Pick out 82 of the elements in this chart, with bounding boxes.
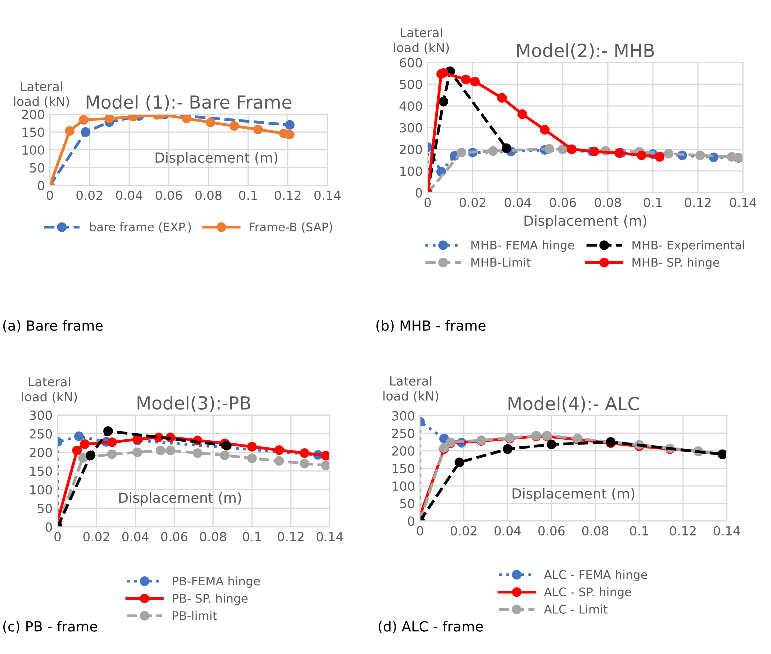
x-tick-label: 0.1	[239, 190, 258, 200]
y-tick-label: 300	[400, 123, 422, 133]
x-tick-label: 0.1	[243, 532, 262, 542]
y-tick-label: 400	[400, 102, 422, 112]
x-tick-label: 0.14	[730, 198, 756, 208]
y-tick-label: 250	[392, 428, 415, 438]
x-tick-label: 0.12	[278, 532, 304, 542]
x-tick-label: 0.04	[116, 190, 143, 200]
y-tick-label: 500	[400, 80, 422, 90]
x-tick-label: 0.12	[670, 526, 696, 536]
x-tick-label: 0.08	[582, 526, 609, 536]
y-tick-label: 300	[392, 411, 415, 421]
y-tick-label: 50	[38, 504, 52, 514]
x-tick-label: 0.1	[630, 526, 648, 536]
y-tick-label: 50	[400, 499, 415, 509]
legend-label: PB- SP. hinge	[173, 594, 248, 606]
legend-label: PB-limit	[173, 611, 218, 620]
legend-label: ALC - FEMA hinge	[544, 570, 648, 582]
y-tick-label: 150	[392, 464, 415, 474]
y-tick-label: 50	[30, 163, 44, 173]
y-tick-label: 250	[30, 429, 52, 439]
x-tick-label: 0.02	[450, 526, 477, 536]
legend-label: MHB- SP. hinge	[632, 258, 720, 270]
y-tick-label: 600	[400, 58, 422, 68]
x-axis-title: Displacement (m)	[524, 215, 647, 229]
x-tick-label: 0.02	[84, 532, 110, 542]
legend-label: bare frame (EXP.)	[90, 222, 192, 234]
x-tick-label: 0.04	[494, 526, 522, 536]
y-tick-label: 200	[22, 110, 44, 120]
legend-label: Frame-B (SAP)	[250, 222, 332, 234]
y-axis-title: Lateral load (kN)	[22, 377, 78, 404]
x-tick-label: 0.06	[161, 532, 188, 542]
y-tick-label: 100	[22, 146, 44, 156]
x-tick-label: 0.02	[76, 190, 102, 200]
y-tick-label: 200	[400, 145, 422, 154]
legend-label: MHB-Limit	[472, 258, 531, 267]
y-tick-label: 300	[30, 410, 52, 420]
x-tick-label: 0.12	[685, 198, 711, 208]
x-tick-label: 0	[54, 532, 61, 542]
x-tick-label: 0.04	[504, 198, 532, 208]
x-tick-label: 0.14	[314, 190, 341, 200]
y-tick-label: 150	[30, 466, 52, 476]
x-tick-label: 0.06	[156, 190, 182, 200]
x-axis-title: Displacement (m)	[512, 488, 635, 502]
text: (d) ALC - frame	[378, 621, 484, 634]
chart-title: Model(4):- ALC	[508, 396, 640, 413]
chart-title: Model(3):-PB	[138, 396, 250, 412]
x-tick-label: 0.14	[714, 526, 740, 536]
y-axis-title: Lateral load (kN)	[384, 376, 438, 402]
chart-title: Model (1):- Bare Frame	[86, 95, 292, 112]
legend-label: MHB- Experimental	[632, 240, 744, 252]
legend-label: ALC - Limit	[544, 604, 608, 614]
text: (a) Bare frame	[4, 320, 103, 333]
x-tick-label: 0.08	[200, 532, 226, 542]
legend-label: PB-FEMA hinge	[173, 576, 260, 588]
legend-label: MHB- FEMA hinge	[472, 240, 574, 252]
x-axis-title: Displacement (m)	[156, 152, 278, 166]
y-tick-label: 200	[392, 446, 415, 456]
text: (c) PB - frame	[4, 621, 98, 634]
y-tick-label: 100	[392, 482, 415, 492]
y-axis-title: Lateral load (kN)	[394, 28, 450, 54]
x-tick-label: 0.04	[122, 532, 149, 542]
y-tick-label: 0	[408, 516, 415, 526]
x-tick-label: 0.1	[644, 198, 662, 208]
y-tick-label: 0	[38, 181, 44, 191]
y-axis-title: Lateral load (kN)	[14, 82, 70, 108]
x-axis-title: Displacement (m)	[120, 492, 242, 506]
x-tick-label: 0.08	[196, 190, 222, 200]
x-tick-label: 0.14	[316, 532, 344, 542]
x-tick-label: 0	[424, 198, 432, 208]
y-tick-label: 100	[30, 485, 52, 495]
x-tick-label: 0.06	[538, 526, 565, 536]
x-tick-label: 0.06	[550, 198, 576, 208]
chart-title: Model(2):- MHB	[518, 44, 654, 60]
x-tick-label: 0.02	[460, 198, 486, 208]
y-tick-label: 200	[30, 448, 52, 458]
x-tick-label: 0.08	[595, 198, 622, 208]
y-tick-label: 100	[400, 166, 422, 176]
y-tick-label: 150	[22, 128, 44, 138]
legend-label: ALC - SP. hinge	[544, 588, 632, 599]
text: (b) MHB - frame	[376, 320, 486, 333]
x-tick-label: 0.12	[274, 190, 301, 200]
